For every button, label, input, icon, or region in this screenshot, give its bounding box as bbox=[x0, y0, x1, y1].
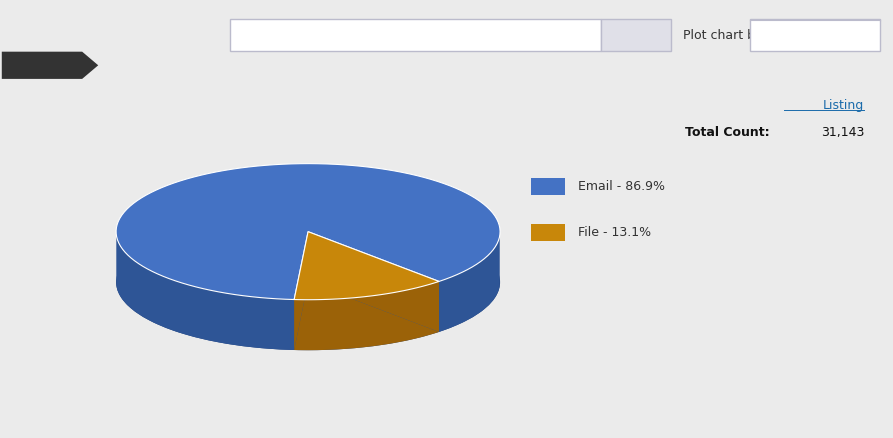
FancyBboxPatch shape bbox=[601, 20, 671, 52]
Text: Data Type: Data Type bbox=[761, 29, 823, 42]
Polygon shape bbox=[116, 164, 500, 300]
FancyBboxPatch shape bbox=[230, 20, 601, 52]
Text: ▲: ▲ bbox=[869, 29, 874, 35]
Polygon shape bbox=[294, 282, 439, 350]
Ellipse shape bbox=[116, 215, 500, 350]
Bar bbox=[531, 224, 565, 242]
Polygon shape bbox=[294, 232, 308, 350]
Polygon shape bbox=[2, 53, 98, 80]
Bar bbox=[531, 178, 565, 196]
Polygon shape bbox=[308, 232, 439, 332]
Text: Email - 86.9%: Email - 86.9% bbox=[578, 180, 664, 193]
Polygon shape bbox=[439, 236, 500, 332]
Text: ▼: ▼ bbox=[869, 37, 874, 43]
FancyBboxPatch shape bbox=[750, 20, 880, 52]
Polygon shape bbox=[294, 232, 439, 300]
Text: 31,143: 31,143 bbox=[821, 126, 864, 139]
Text: Plot chart by :: Plot chart by : bbox=[683, 29, 771, 42]
Text: Listing: Listing bbox=[823, 99, 864, 112]
Text: Data Type: Data Type bbox=[11, 61, 73, 71]
Text: Search: Search bbox=[614, 29, 657, 42]
Polygon shape bbox=[308, 232, 439, 332]
Polygon shape bbox=[294, 232, 308, 350]
Polygon shape bbox=[116, 235, 294, 350]
Text: Total Count:: Total Count: bbox=[685, 126, 770, 139]
Text: File - 13.1%: File - 13.1% bbox=[578, 226, 651, 239]
Text: cijid:*: cijid:* bbox=[243, 29, 279, 42]
